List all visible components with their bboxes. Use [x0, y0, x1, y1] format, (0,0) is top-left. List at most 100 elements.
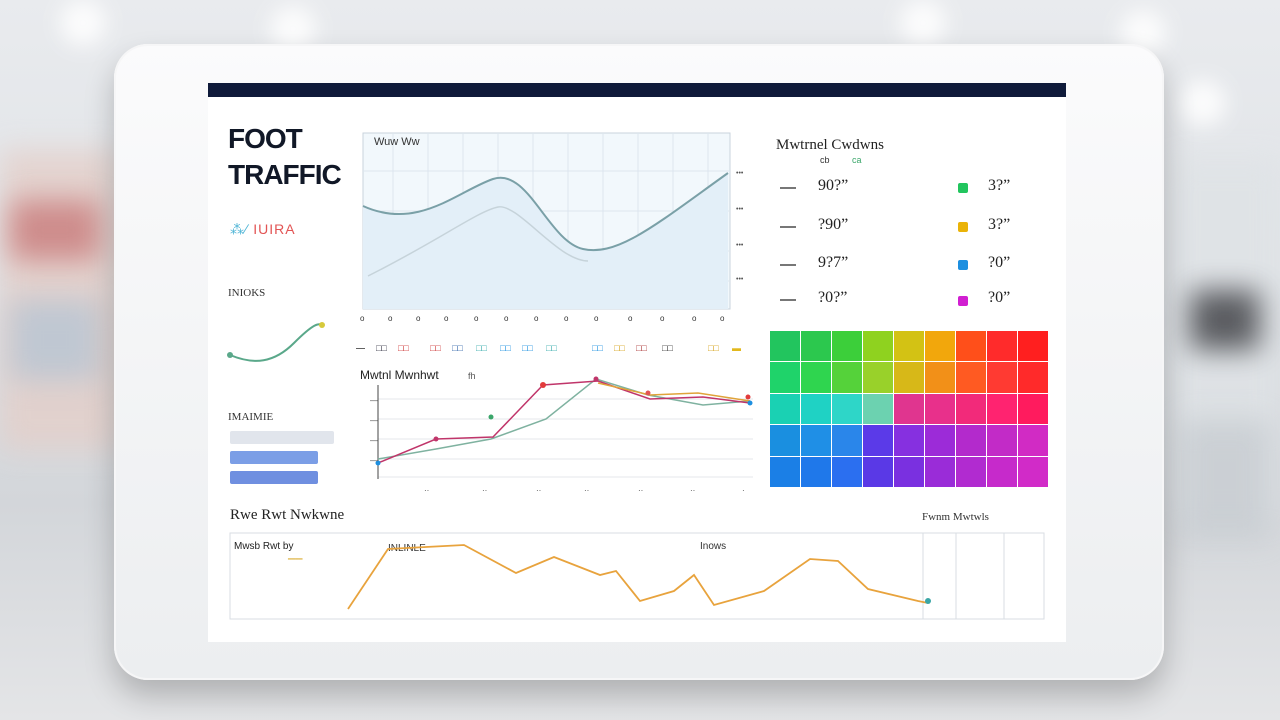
legend-pct-3: ?0”	[988, 254, 1011, 271]
svg-text:□□: □□	[546, 343, 557, 353]
filter-bar-2[interactable]	[230, 451, 318, 464]
svg-text:▬: ▬	[732, 343, 741, 353]
svg-text:□□: □□	[476, 343, 487, 353]
filter-bar-1[interactable]	[230, 431, 334, 444]
title-line-1: FOOT	[228, 123, 303, 154]
page-title: FOOT TRAFFIC	[228, 121, 342, 193]
svg-text:□□: □□	[398, 343, 409, 353]
heatmap-cell	[1018, 362, 1048, 393]
area-chart-title: Wuw Ww	[374, 136, 420, 148]
legend-value-1: 90?”	[818, 177, 849, 194]
svg-text:•••: •••	[736, 206, 744, 213]
svg-text:o: o	[534, 314, 539, 323]
sparkline	[227, 322, 325, 362]
svg-text:o: o	[360, 314, 365, 323]
svg-text:□□: □□	[592, 343, 603, 353]
svg-text:•••: •••	[736, 276, 744, 283]
heatmap-cell	[801, 362, 831, 393]
heatmap-cell	[987, 393, 1017, 425]
svg-text:□□: □□	[452, 343, 463, 353]
svg-text:□□: □□	[636, 343, 647, 353]
svg-text:o: o	[628, 314, 633, 323]
svg-text:··: ··	[584, 486, 589, 495]
heatmap-cell	[863, 425, 893, 456]
comparison-chart-subtitle: fh	[468, 371, 476, 381]
heatmap-cell	[832, 456, 862, 487]
dashboard-screen: FOOT TRAFFIC ⁂∕ IUIRA INIOKS IMAIMIE Wuw…	[208, 83, 1066, 642]
legend-col-a: cb	[820, 155, 830, 165]
legend-value-2: ?90”	[818, 216, 849, 233]
bottom-line-chart: Mwsb Rwt by ━━━━ INLINLE Inows	[229, 532, 1045, 620]
heatmap-cell	[770, 331, 800, 362]
svg-text:o: o	[594, 314, 599, 323]
legend-swatch-magenta	[958, 296, 968, 306]
svg-text:·: ·	[742, 486, 745, 495]
svg-text:•••: •••	[736, 170, 744, 177]
bottom-chart-label-left: Mwsb Rwt by	[234, 541, 293, 552]
heatmap-cell	[832, 362, 862, 393]
svg-text:··: ··	[424, 486, 429, 495]
heatmap-cell	[956, 425, 986, 456]
svg-text:—: —	[370, 456, 378, 465]
heatmap-cell	[801, 331, 831, 362]
legend-panel-title: Mwtrnel Cwdwns	[776, 137, 884, 153]
filter-bar-3[interactable]	[230, 471, 318, 484]
heatmap-cell	[925, 362, 955, 393]
svg-text:o: o	[504, 314, 509, 323]
svg-text:□□: □□	[376, 343, 387, 353]
heatmap-cell	[894, 362, 924, 393]
heatmap-cell	[894, 456, 924, 487]
svg-text:o: o	[474, 314, 479, 323]
spark-label-b: IUIRA	[253, 221, 296, 237]
svg-text:o: o	[388, 314, 393, 323]
bottom-chart-right-label: Fwnm Mwtwls	[922, 511, 989, 523]
svg-text:□□: □□	[708, 343, 719, 353]
heatmap-cell	[1018, 393, 1048, 425]
svg-text:o: o	[564, 314, 569, 323]
spark-label-a: ⁂∕	[230, 221, 249, 237]
svg-text:o: o	[660, 314, 665, 323]
bottom-chart-title: Rwe Rwt Nwkwne	[230, 507, 345, 523]
svg-text:··: ··	[482, 486, 487, 495]
heatmap-cell	[770, 362, 800, 393]
svg-text:□□: □□	[662, 343, 673, 353]
heatmap-cell	[894, 425, 924, 456]
legend-value-3: 9?7”	[818, 254, 849, 271]
svg-text:━━━━: ━━━━	[287, 557, 303, 563]
legend-dash-1	[780, 187, 796, 189]
heatmap-cell	[956, 456, 986, 487]
legend-col-b: ca	[852, 155, 862, 165]
svg-text:•••: •••	[736, 242, 744, 249]
heatmap-cell	[801, 393, 831, 425]
bottom-chart-label-mid2: Inows	[700, 541, 726, 552]
svg-text:□□: □□	[500, 343, 511, 353]
heatmap-cell	[832, 331, 862, 362]
top-bar	[208, 83, 1066, 97]
heatmap-cell	[894, 331, 924, 362]
heatmap-cell	[987, 456, 1017, 487]
heatmap-cell	[894, 393, 924, 425]
svg-text:··: ··	[638, 486, 643, 495]
comparison-chart-title: Mwtnl Mwnhwt	[360, 368, 439, 382]
heatmap-cell	[832, 393, 862, 425]
legend-dash-3	[780, 264, 796, 266]
legend-pct-1: 3?”	[988, 177, 1011, 194]
heatmap-cell	[925, 425, 955, 456]
legend-pct-2: 3?”	[988, 216, 1011, 233]
heatmap-cell	[801, 456, 831, 487]
area-chart: Wuw Ww ••• ••• ••• ••• o o o o o o o o o o o o o	[360, 132, 744, 323]
svg-text:o: o	[444, 314, 449, 323]
legend-pct-4: ?0”	[988, 289, 1011, 306]
svg-text:—: —	[370, 436, 378, 445]
heatmap-cell	[987, 362, 1017, 393]
heatmap-cell	[956, 393, 986, 425]
legend-swatch-green	[958, 183, 968, 193]
svg-text:··: ··	[690, 486, 695, 495]
heatmap-cell	[925, 331, 955, 362]
legend-dash-2	[780, 226, 796, 228]
svg-text:—: —	[370, 396, 378, 405]
legend-dash-4	[780, 299, 796, 301]
heatmap-cell	[801, 425, 831, 456]
spark-label: ⁂∕ IUIRA	[230, 221, 296, 238]
heatmap-cell	[956, 331, 986, 362]
